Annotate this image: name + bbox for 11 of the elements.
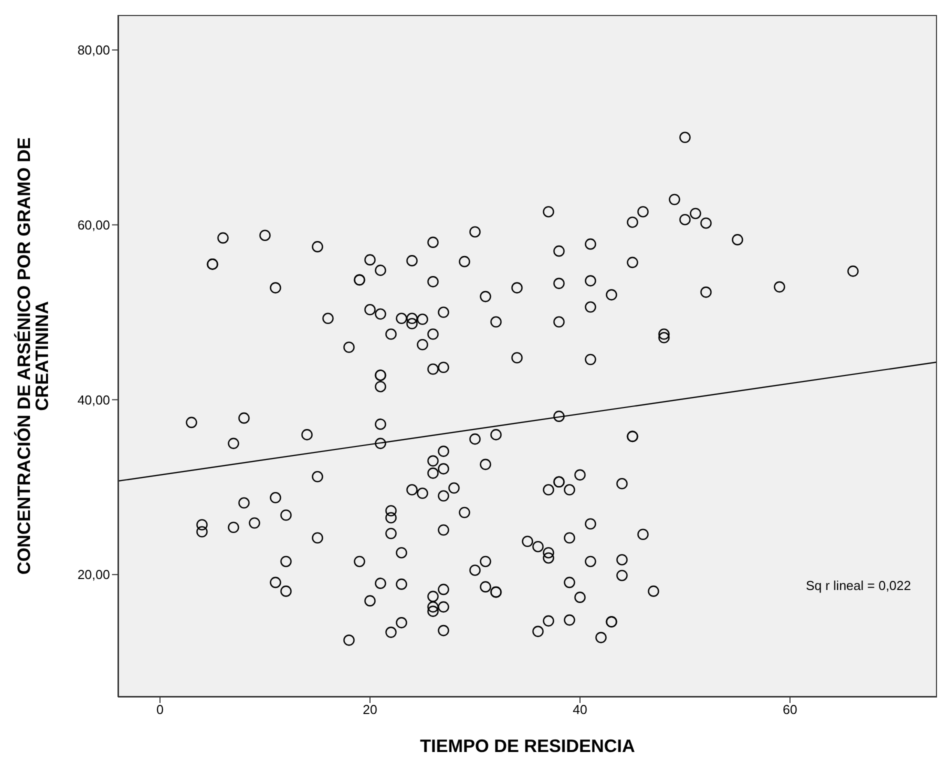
annotation: Sq r lineal = 0,022 [806,578,911,593]
x-axis-title: TIEMPO DE RESIDENCIA [420,736,636,756]
x-tick-label: 40 [572,702,588,718]
x-tick-label: 20 [362,702,378,718]
y-tick-label: 80,00 [77,42,110,58]
y-tick-label: 20,00 [77,567,110,582]
x-tick-label: 0 [156,702,164,718]
y-axis-title: CONCENTRACIÓN DE ARSÉNICO POR GRAMO DE CREATININA [14,137,52,575]
x-tick-label: 60 [782,702,798,718]
y-tick-label: 60,00 [77,217,110,232]
y-tick-label: 40,00 [77,392,110,408]
